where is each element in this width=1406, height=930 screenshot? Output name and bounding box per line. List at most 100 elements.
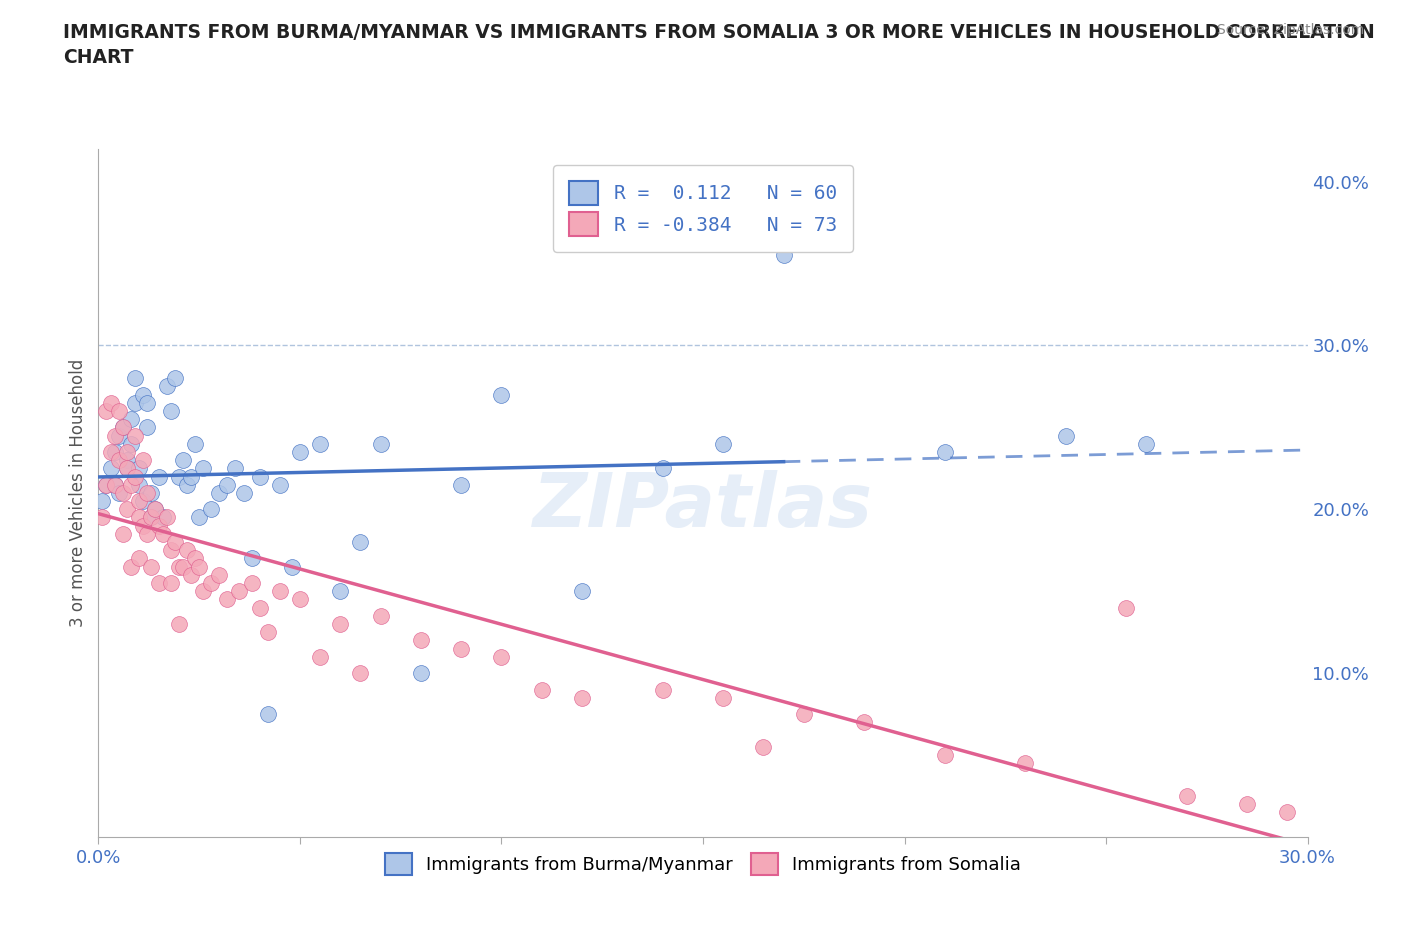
Point [143,502,166,517]
Point [793,707,815,722]
Point [167,617,190,631]
Point [96,477,118,492]
Point [571,584,593,599]
Point [111,526,134,541]
Point [91,510,114,525]
Point [176,477,198,492]
Point [160,576,183,591]
Point [711,436,734,451]
Point [281,559,304,574]
Point [288,592,311,607]
Point [100,445,122,459]
Point [349,535,371,550]
Point [329,617,352,631]
Point [128,551,150,565]
Point [128,461,150,476]
Point [156,379,179,393]
Point [148,518,170,533]
Point [128,477,150,492]
Point [450,477,472,492]
Point [120,412,142,427]
Point [132,494,155,509]
Legend: Immigrants from Burma/Myanmar, Immigrants from Somalia: Immigrants from Burma/Myanmar, Immigrant… [370,839,1036,890]
Point [853,715,876,730]
Point [217,477,239,492]
Point [232,485,254,500]
Point [530,682,553,697]
Point [651,682,673,697]
Point [132,387,155,402]
Point [107,404,129,418]
Point [128,494,150,509]
Point [132,453,155,468]
Point [148,576,170,591]
Point [115,445,138,459]
Point [103,477,125,492]
Point [111,485,134,500]
Point [269,477,291,492]
Point [208,567,231,582]
Point [107,453,129,468]
Point [115,461,138,476]
Point [1175,789,1198,804]
Point [115,461,138,476]
Point [135,526,157,541]
Point [124,428,146,443]
Point [269,584,291,599]
Point [491,649,513,664]
Point [163,535,186,550]
Point [571,690,593,705]
Point [135,420,157,435]
Point [491,387,513,402]
Point [160,404,183,418]
Point [152,526,174,541]
Point [256,625,278,640]
Text: IMMIGRANTS FROM BURMA/MYANMAR VS IMMIGRANTS FROM SOMALIA 3 OR MORE VEHICLES IN H: IMMIGRANTS FROM BURMA/MYANMAR VS IMMIGRA… [63,23,1375,67]
Point [249,469,271,484]
Point [288,445,311,459]
Point [349,666,371,681]
Point [96,477,118,492]
Point [180,469,202,484]
Point [132,518,155,533]
Point [217,592,239,607]
Point [1135,436,1157,451]
Point [120,559,142,574]
Y-axis label: 3 or more Vehicles in Household: 3 or more Vehicles in Household [69,359,87,627]
Point [240,576,263,591]
Point [188,559,211,574]
Text: Source: ZipAtlas.com: Source: ZipAtlas.com [1216,23,1364,37]
Point [100,395,122,410]
Point [115,453,138,468]
Point [651,461,673,476]
Point [934,445,956,459]
Point [107,428,129,443]
Point [111,420,134,435]
Point [370,608,392,623]
Point [139,559,162,574]
Point [124,469,146,484]
Point [228,584,250,599]
Point [120,436,142,451]
Point [193,461,215,476]
Point [1236,797,1258,812]
Point [167,559,190,574]
Point [329,584,352,599]
Point [115,502,138,517]
Point [309,436,332,451]
Point [200,502,222,517]
Point [711,690,734,705]
Point [103,445,125,459]
Point [143,502,166,517]
Point [208,485,231,500]
Point [103,428,125,443]
Point [256,707,278,722]
Point [148,469,170,484]
Point [128,510,150,525]
Point [124,371,146,386]
Point [184,551,207,565]
Point [1014,756,1036,771]
Point [200,576,222,591]
Point [180,567,202,582]
Point [1277,805,1299,820]
